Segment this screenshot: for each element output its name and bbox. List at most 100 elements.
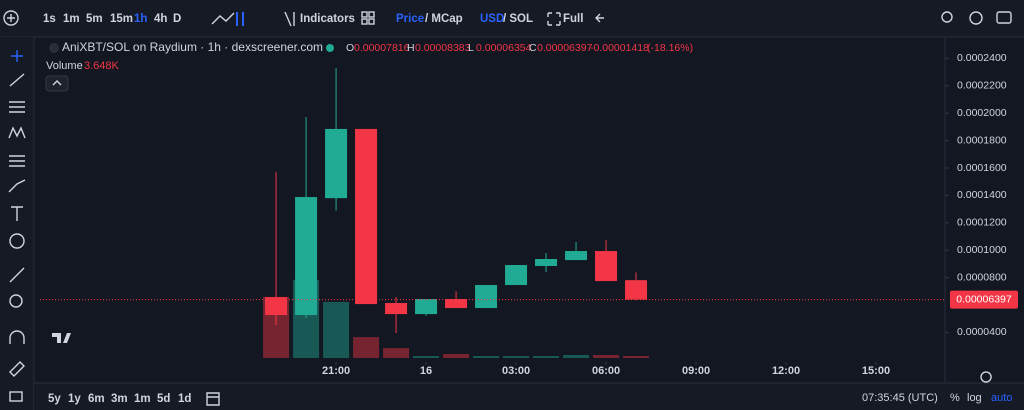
y-tick-label: 0.0000400 <box>957 326 1007 338</box>
x-tick-label: 16 <box>420 365 432 377</box>
interval-button[interactable]: 4h <box>154 13 167 25</box>
ohlc-key: H <box>407 42 415 54</box>
last-price-box <box>950 290 1018 309</box>
interval-button[interactable]: D <box>173 13 181 25</box>
volume-label: Volume <box>46 60 83 72</box>
range-button[interactable]: 1m <box>134 393 151 405</box>
templates-icon[interactable] <box>361 11 368 18</box>
candle-body <box>325 128 348 199</box>
y-tick-label: 0.0001000 <box>957 244 1007 256</box>
pattern-tool[interactable] <box>8 126 26 139</box>
add-icon <box>7 14 15 22</box>
ruler-tool[interactable] <box>9 267 25 283</box>
tv-logo <box>52 333 71 343</box>
candle-body <box>505 265 528 286</box>
emoji-tool[interactable] <box>9 233 25 249</box>
crosshair-tool[interactable] <box>11 50 23 62</box>
percent-toggle[interactable]: % <box>950 392 960 404</box>
x-tick-label: 21:00 <box>322 365 350 377</box>
volume-bar <box>353 337 380 358</box>
candles-icon[interactable] <box>236 12 244 26</box>
axis-settings[interactable] <box>980 371 992 383</box>
sol-toggle[interactable]: / SOL <box>503 13 533 25</box>
candle-body <box>535 258 558 266</box>
volume-bar <box>413 356 440 358</box>
ohlc-key: L <box>468 42 474 54</box>
log-toggle[interactable]: log <box>967 392 982 404</box>
date-range-icon[interactable] <box>206 392 220 406</box>
prediction-tool[interactable] <box>9 155 25 167</box>
candle-body <box>475 285 498 309</box>
ohlc-value: 0.00007816 <box>354 42 410 54</box>
y-tick-label: 0.0002400 <box>957 52 1007 64</box>
y-tick-label: 0.0001400 <box>957 189 1007 201</box>
usd-toggle[interactable]: USD <box>480 13 504 25</box>
price-toggle[interactable]: Price <box>396 13 424 25</box>
volume-value: 3.648K <box>84 60 120 72</box>
full-button[interactable]: Full <box>563 13 583 25</box>
left-toolbar <box>0 37 34 410</box>
range-button[interactable]: 5d <box>157 393 170 405</box>
collapse-button[interactable] <box>45 75 69 92</box>
range-button[interactable]: 6m <box>88 393 105 405</box>
collapse-icon <box>52 80 62 86</box>
x-tick-label: 06:00 <box>592 365 620 377</box>
interval-button[interactable]: 5m <box>86 13 103 25</box>
zoom-tool[interactable] <box>9 294 23 308</box>
y-tick-label: 0.0002000 <box>957 107 1007 119</box>
volume-bar <box>593 354 620 358</box>
ohlc-value: 0.00006354 <box>476 42 532 54</box>
volume-bar <box>323 301 350 358</box>
range-button[interactable]: 3m <box>111 393 128 405</box>
interval-button[interactable]: 1s <box>43 13 56 25</box>
search-icon[interactable] <box>941 11 953 23</box>
chart-type-icon[interactable] <box>211 12 235 25</box>
draw-mode-tool[interactable] <box>9 361 25 377</box>
templates-icon <box>361 18 368 25</box>
x-tick-label: 15:00 <box>862 365 890 377</box>
volume-bar <box>473 356 500 358</box>
ohlc-key: C <box>529 42 537 54</box>
text-tool[interactable] <box>11 206 23 221</box>
trend-line-tool[interactable] <box>9 73 25 87</box>
fib-tool[interactable] <box>9 101 25 113</box>
mcap-toggle[interactable]: / MCap <box>425 13 463 25</box>
indicators-button[interactable]: Indicators <box>300 13 355 25</box>
candle-body <box>565 251 588 261</box>
magnet-tool[interactable] <box>9 330 25 344</box>
x-tick-label: 12:00 <box>772 365 800 377</box>
range-button[interactable]: 1y <box>68 393 81 405</box>
interval-button[interactable]: 1h <box>134 13 147 25</box>
candle-body <box>595 251 618 282</box>
candle-body <box>625 280 648 300</box>
range-button[interactable]: 5y <box>48 393 61 405</box>
top-toolbar <box>0 0 1024 37</box>
market-status <box>326 44 334 52</box>
range-button[interactable]: 1d <box>178 393 191 405</box>
interval-button[interactable]: 1m <box>63 13 80 25</box>
y-tick-label: 0.0002200 <box>957 80 1007 92</box>
y-tick-label: 0.0001800 <box>957 134 1007 146</box>
undo-icon[interactable] <box>595 13 604 23</box>
snapshot-icon[interactable] <box>996 11 1012 24</box>
volume-bar <box>563 354 590 358</box>
interval-button[interactable]: 15m <box>110 13 133 25</box>
x-tick-label: 09:00 <box>682 365 710 377</box>
ohlc-value: 0.00008383 <box>415 42 471 54</box>
templates-icon <box>368 18 375 25</box>
templates-icon <box>368 11 375 18</box>
change-percent: (-18.16%) <box>647 42 693 54</box>
add-button[interactable] <box>3 10 19 26</box>
lock-tool[interactable] <box>9 391 23 402</box>
settings-icon[interactable] <box>969 11 983 25</box>
y-tick-label: 0.0001200 <box>957 217 1007 229</box>
fullscreen-icon[interactable] <box>547 12 561 26</box>
candle-body <box>445 299 468 309</box>
volume-bar <box>503 356 530 358</box>
brush-tool[interactable] <box>8 179 26 193</box>
fx-icon[interactable] <box>284 11 295 27</box>
auto-toggle[interactable]: auto <box>991 392 1012 404</box>
symbol-logo <box>49 43 59 53</box>
